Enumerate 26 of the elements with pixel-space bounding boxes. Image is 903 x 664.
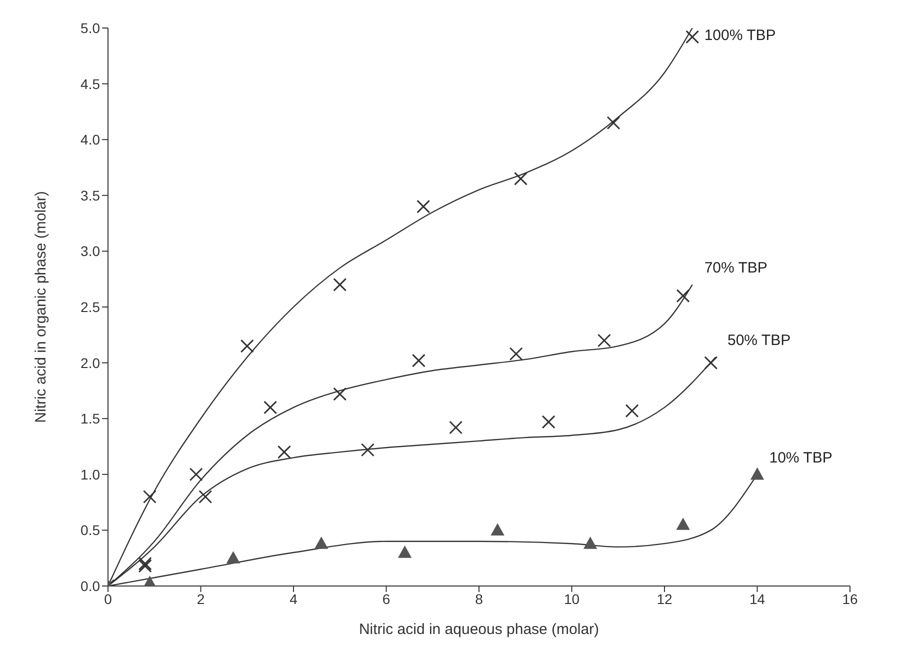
x-tick-label: 8: [475, 590, 484, 607]
x-tick-label: 10: [564, 590, 580, 607]
x-tick-label: 6: [382, 590, 390, 607]
x-tick-label: 12: [656, 590, 672, 607]
x-tick-label: 2: [196, 590, 205, 607]
y-tick-label: 5.0: [80, 20, 100, 36]
y-tick-label: 3.0: [80, 243, 100, 260]
y-tick-label: 3.5: [80, 187, 100, 204]
x-tick-label: 14: [749, 590, 766, 607]
series-label: 100% TBP: [704, 27, 776, 44]
x-tick-label: 0: [104, 590, 112, 607]
y-tick-label: 0.0: [80, 578, 100, 594]
y-tick-label: 1.0: [80, 466, 100, 482]
y-axis-title: Nitric acid in organic phase (molar): [32, 191, 50, 423]
x-axis-title: Nitric acid in aqueous phase (molar): [358, 621, 600, 638]
y-tick-label: 0.5: [80, 522, 100, 538]
y-tick-label: 2.5: [80, 298, 100, 315]
y-tick-label: 1.5: [80, 410, 100, 427]
series-label: 10% TBP: [769, 449, 832, 466]
y-tick-label: 2.0: [80, 354, 100, 371]
y-tick-label: 4.5: [80, 76, 100, 92]
series-label: 70% TBP: [704, 260, 768, 277]
x-tick-label: 16: [842, 590, 858, 607]
x-tick-label: 4: [290, 590, 298, 607]
series-label: 50% TBP: [728, 332, 791, 350]
y-tick-label: 4.0: [80, 132, 100, 148]
